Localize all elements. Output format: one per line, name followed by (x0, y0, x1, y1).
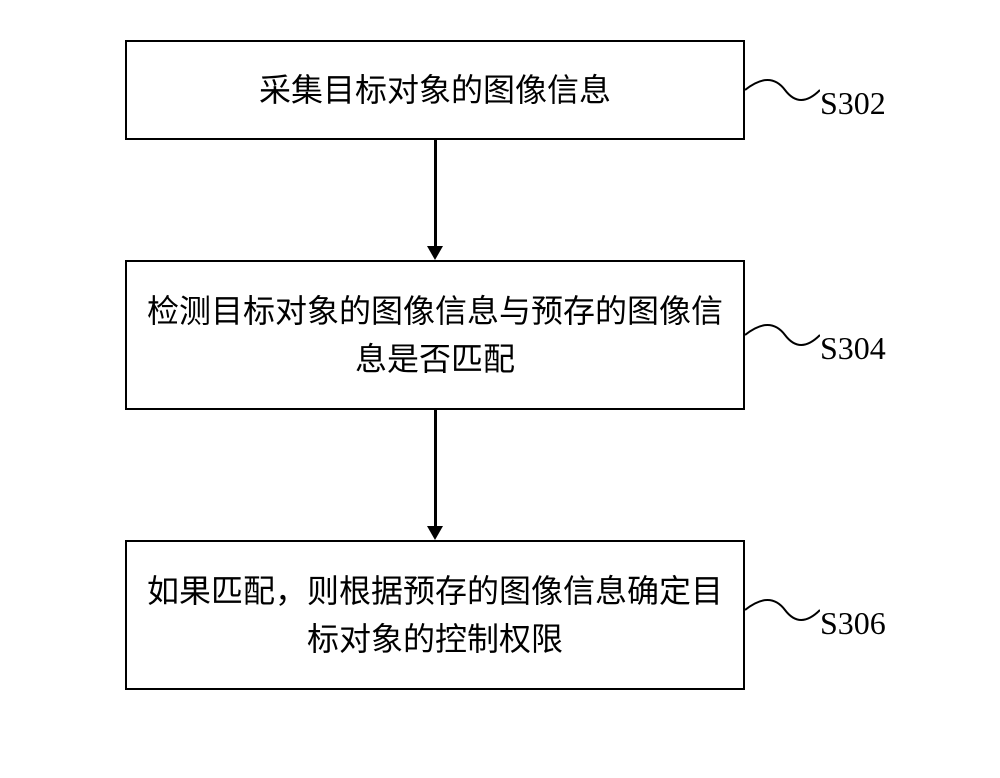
arrow-head-2 (427, 526, 443, 540)
step-label-1: S302 (820, 85, 886, 122)
connector-1 (434, 140, 437, 246)
flow-box-2: 检测目标对象的图像信息与预存的图像信息是否匹配 (125, 260, 745, 410)
step-label-3: S306 (820, 605, 886, 642)
flow-box-1-text: 采集目标对象的图像信息 (259, 66, 611, 114)
connector-2 (434, 410, 437, 526)
label-curve-2 (745, 315, 820, 365)
arrow-head-1 (427, 246, 443, 260)
flow-box-3-text: 如果匹配，则根据预存的图像信息确定目标对象的控制权限 (147, 567, 723, 663)
label-curve-1 (745, 70, 820, 120)
label-curve-3 (745, 590, 820, 640)
flow-box-1: 采集目标对象的图像信息 (125, 40, 745, 140)
step-label-2: S304 (820, 330, 886, 367)
flow-box-2-text: 检测目标对象的图像信息与预存的图像信息是否匹配 (147, 287, 723, 383)
flow-box-3: 如果匹配，则根据预存的图像信息确定目标对象的控制权限 (125, 540, 745, 690)
